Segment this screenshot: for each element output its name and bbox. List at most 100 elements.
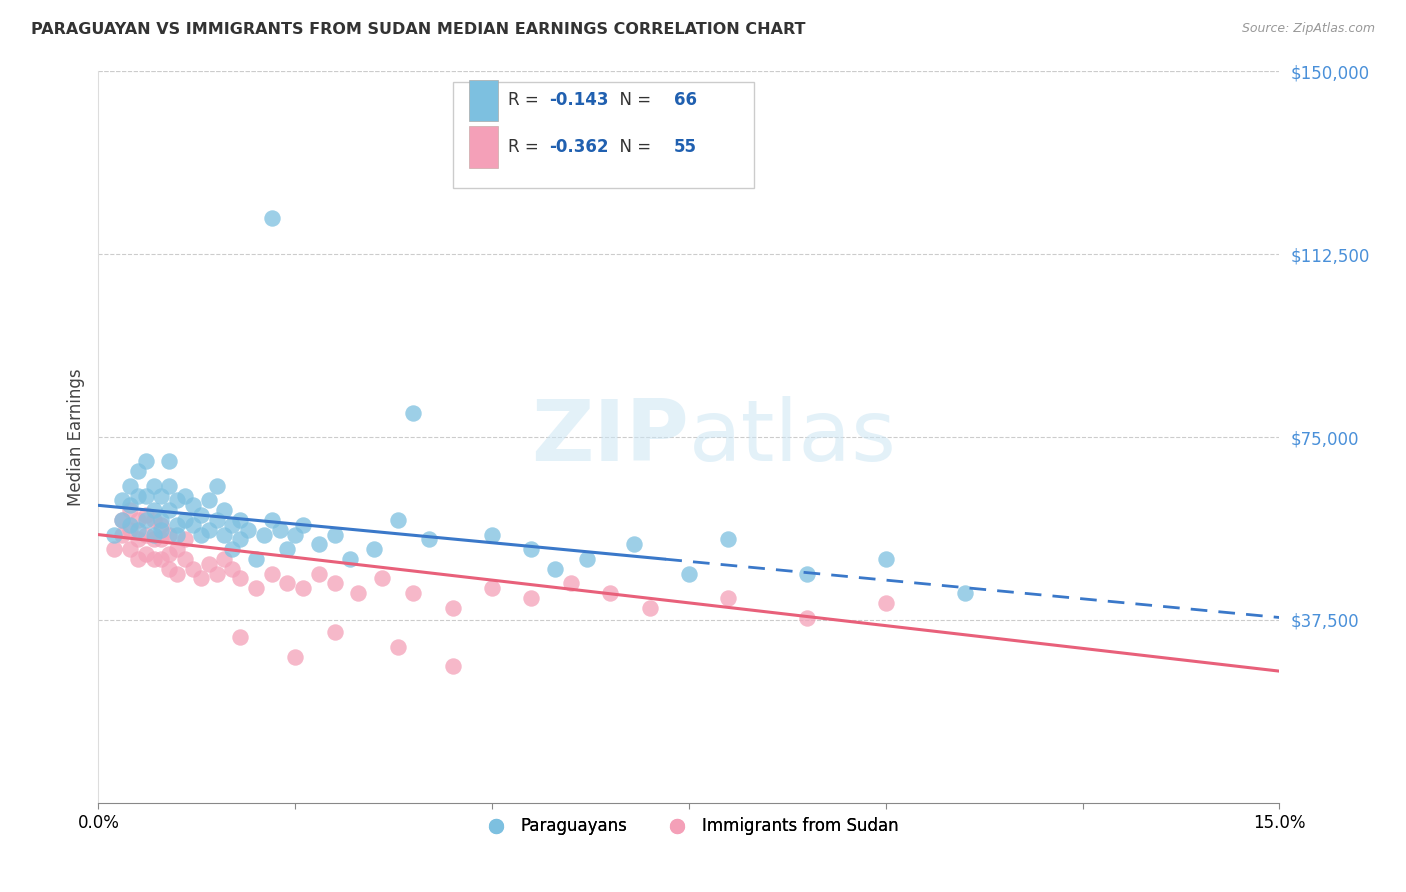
Point: [717, 591, 740, 605]
Text: Source: ZipAtlas.com: Source: ZipAtlas.com: [1241, 22, 1375, 36]
Point: [221, 562, 243, 576]
Point: [229, 572, 252, 586]
Point: [236, 523, 259, 537]
Point: [197, 523, 219, 537]
Point: [953, 586, 976, 600]
Point: [135, 513, 157, 527]
Point: [260, 513, 283, 527]
Point: [135, 454, 157, 468]
Point: [118, 517, 141, 532]
FancyBboxPatch shape: [470, 79, 498, 121]
Point: [214, 527, 236, 541]
Point: [135, 527, 157, 541]
Point: [308, 566, 330, 581]
Point: [229, 533, 252, 547]
Text: ZIP: ZIP: [531, 395, 689, 479]
Point: [292, 581, 315, 595]
Point: [142, 552, 165, 566]
Point: [118, 479, 141, 493]
Point: [190, 508, 212, 522]
Point: [118, 503, 141, 517]
Point: [205, 479, 228, 493]
Point: [181, 517, 204, 532]
Point: [142, 533, 165, 547]
Point: [205, 513, 228, 527]
Point: [347, 586, 370, 600]
Text: N =: N =: [609, 92, 657, 110]
Point: [284, 527, 307, 541]
Point: [221, 542, 243, 557]
Point: [269, 523, 291, 537]
Point: [260, 211, 283, 225]
Point: [245, 581, 267, 595]
Point: [135, 508, 157, 522]
Point: [150, 533, 173, 547]
Point: [599, 586, 621, 600]
Point: [363, 542, 385, 557]
Point: [221, 517, 243, 532]
Point: [103, 527, 125, 541]
Point: [190, 572, 212, 586]
Point: [111, 513, 134, 527]
Text: 66: 66: [673, 92, 696, 110]
Point: [875, 596, 897, 610]
Point: [174, 489, 197, 503]
Point: [181, 499, 204, 513]
Point: [150, 552, 173, 566]
Point: [387, 513, 409, 527]
Point: [717, 533, 740, 547]
Point: [197, 557, 219, 571]
Point: [323, 625, 346, 640]
Text: R =: R =: [508, 138, 544, 156]
Point: [214, 503, 236, 517]
Point: [197, 493, 219, 508]
Point: [181, 562, 204, 576]
FancyBboxPatch shape: [470, 126, 498, 168]
Point: [253, 527, 276, 541]
Point: [339, 552, 361, 566]
Point: [402, 586, 425, 600]
Point: [214, 552, 236, 566]
Point: [118, 542, 141, 557]
Point: [111, 527, 134, 541]
Point: [441, 600, 464, 615]
Point: [875, 552, 897, 566]
Point: [560, 576, 582, 591]
Text: atlas: atlas: [689, 395, 897, 479]
Point: [150, 489, 173, 503]
Point: [292, 517, 315, 532]
Point: [418, 533, 440, 547]
Point: [323, 576, 346, 591]
Point: [111, 493, 134, 508]
Point: [103, 542, 125, 557]
Point: [166, 527, 188, 541]
Point: [127, 513, 149, 527]
Text: -0.362: -0.362: [550, 138, 609, 156]
Point: [441, 659, 464, 673]
Point: [157, 527, 180, 541]
Point: [260, 566, 283, 581]
Point: [157, 503, 180, 517]
Point: [157, 547, 180, 561]
Point: [575, 552, 598, 566]
Point: [142, 503, 165, 517]
Point: [276, 576, 298, 591]
Point: [127, 489, 149, 503]
Point: [371, 572, 394, 586]
Point: [520, 542, 543, 557]
Point: [127, 533, 149, 547]
Point: [150, 517, 173, 532]
Point: [638, 600, 661, 615]
Point: [135, 489, 157, 503]
Point: [157, 479, 180, 493]
Point: [111, 513, 134, 527]
Point: [166, 566, 188, 581]
Text: N =: N =: [609, 138, 657, 156]
Point: [481, 527, 503, 541]
Point: [276, 542, 298, 557]
Y-axis label: Median Earnings: Median Earnings: [66, 368, 84, 506]
Point: [127, 464, 149, 478]
Point: [284, 649, 307, 664]
Point: [127, 552, 149, 566]
Point: [118, 499, 141, 513]
